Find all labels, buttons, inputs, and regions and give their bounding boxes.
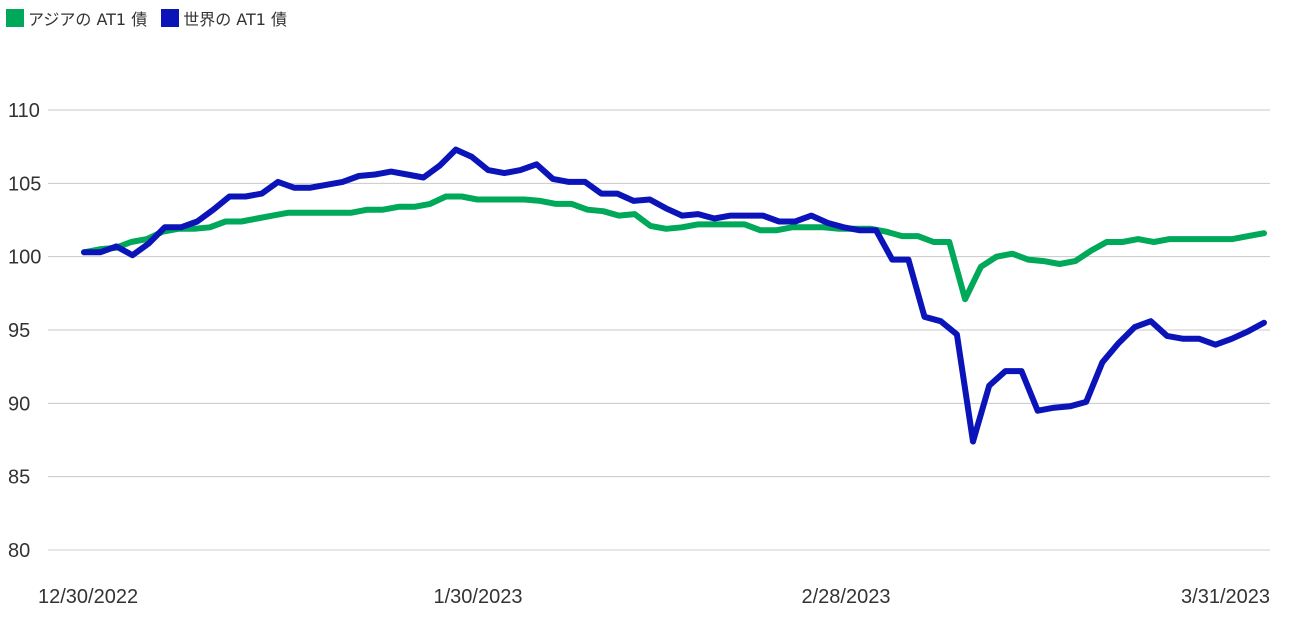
- series-lines: [81, 146, 1267, 445]
- series-line-0: [81, 193, 1267, 303]
- x-tick-label-3: 3/31/2023: [1181, 586, 1270, 608]
- legend-swatch-global: [161, 9, 180, 27]
- legend-swatch-asia: [6, 9, 24, 27]
- legend-label-global: 世界の AT1 債: [183, 10, 288, 29]
- x-tick-label-1: 1/30/2023: [434, 586, 523, 608]
- x-tick-label-2: 2/28/2023: [802, 586, 891, 608]
- y-tick-label-105: 105: [8, 173, 41, 195]
- legend-item-asia: アジアの AT1 債: [6, 6, 147, 30]
- series-line-1: [81, 146, 1267, 445]
- legend-item-global: 世界の AT1 債: [161, 6, 287, 30]
- x-tick-label-0: 12/30/2022: [38, 586, 138, 608]
- y-tick-label-110: 110: [8, 100, 40, 122]
- grid-lines: [48, 109, 1270, 551]
- y-tick-label-95: 95: [8, 320, 30, 342]
- y-tick-label-85: 85: [8, 467, 30, 489]
- y-axis-ticks: 80 85 90 95 100 105 110: [8, 100, 41, 562]
- chart-legend: アジアの AT1 債 世界の AT1 債: [6, 6, 301, 30]
- legend-label-asia: アジアの AT1 債: [28, 10, 148, 29]
- y-tick-label-100: 100: [8, 247, 41, 269]
- y-tick-label-90: 90: [8, 393, 30, 415]
- x-axis-ticks: 12/30/2022 1/30/2023 2/28/2023 3/31/2023: [38, 586, 1270, 608]
- y-tick-label-80: 80: [8, 540, 30, 562]
